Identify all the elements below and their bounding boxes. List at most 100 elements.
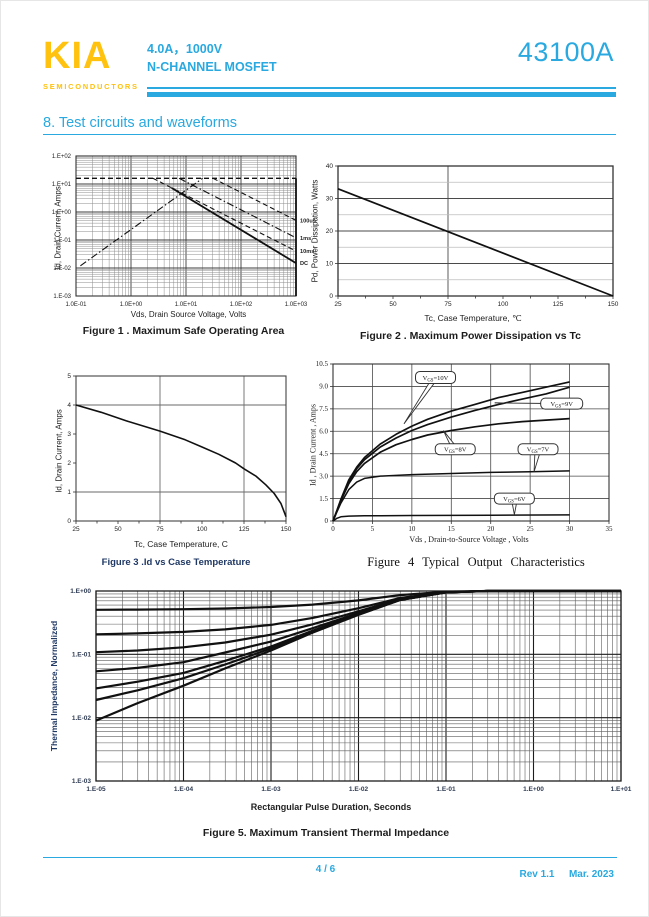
svg-text:125: 125 bbox=[239, 526, 250, 533]
figure4-x-axis-label: Vds , Drain-to-Source Voltage , Volts bbox=[409, 535, 529, 544]
svg-text:100: 100 bbox=[197, 526, 208, 533]
figure4-caption: Figure 4 Typical Output Characteristics bbox=[367, 555, 585, 569]
svg-text:75: 75 bbox=[444, 301, 452, 308]
figure2-y-axis-label: Pd, Power Dissipation, Watts bbox=[310, 179, 320, 283]
svg-text:1.E+02: 1.E+02 bbox=[52, 154, 72, 160]
svg-text:1: 1 bbox=[67, 489, 71, 496]
footer-rule bbox=[43, 857, 617, 858]
svg-text:1.0E-01: 1.0E-01 bbox=[65, 302, 87, 308]
logo-subtext: SEMICONDUCTORS bbox=[43, 82, 139, 91]
figure1-caption: Figure 1 . Maximum Safe Operating Area bbox=[82, 325, 285, 337]
svg-text:25: 25 bbox=[334, 301, 342, 308]
figure3-id-vs-tc-chart: 25 50 75 100 125 150 0 1 2 3 4 5 bbox=[67, 373, 292, 533]
svg-text:30: 30 bbox=[326, 196, 334, 203]
svg-text:1.E-03: 1.E-03 bbox=[261, 786, 281, 793]
svg-text:7.5: 7.5 bbox=[319, 405, 328, 413]
logo-text: KIA bbox=[43, 35, 112, 77]
svg-text:20: 20 bbox=[326, 228, 334, 235]
svg-text:150: 150 bbox=[281, 526, 292, 533]
svg-text:1.E+01: 1.E+01 bbox=[52, 182, 72, 188]
svg-text:25: 25 bbox=[527, 525, 535, 533]
figure1-x-axis-label: Vds, Drain Source Voltage, Volts bbox=[130, 310, 247, 319]
svg-text:1.0E+02: 1.0E+02 bbox=[230, 302, 253, 308]
svg-text:1.E-03: 1.E-03 bbox=[72, 778, 92, 785]
svg-text:5: 5 bbox=[67, 373, 71, 380]
svg-text:1.E+00: 1.E+00 bbox=[52, 210, 72, 216]
svg-text:1.E-01: 1.E-01 bbox=[72, 652, 92, 659]
svg-text:1.E+00: 1.E+00 bbox=[523, 786, 544, 793]
svg-text:0: 0 bbox=[331, 525, 335, 533]
figure5-caption: Figure 5. Maximum Transient Thermal Impe… bbox=[202, 827, 450, 839]
svg-text:100: 100 bbox=[498, 301, 509, 308]
svg-text:35: 35 bbox=[606, 525, 614, 533]
svg-text:30: 30 bbox=[566, 525, 574, 533]
svg-text:VGS=9V: VGS=9V bbox=[550, 401, 573, 410]
header-rule-thick bbox=[147, 92, 616, 97]
figure5-thermal-impedance-chart: 1.E-05 1.E-04 1.E-03 1.E-02 1.E-01 1.E+00 1.E+… bbox=[70, 588, 632, 793]
svg-text:20: 20 bbox=[487, 525, 495, 533]
svg-text:40: 40 bbox=[326, 163, 334, 170]
svg-text:50: 50 bbox=[389, 301, 397, 308]
svg-text:100us: 100us bbox=[300, 218, 316, 224]
figure5-x-axis-label: Rectangular Pulse Duration, Seconds bbox=[250, 802, 412, 812]
svg-text:1.E+01: 1.E+01 bbox=[611, 786, 632, 793]
figure3-x-axis-label: Tc, Case Temperature, C bbox=[134, 539, 228, 549]
figure1-soa-chart: 1.0E-01 1.0E+00 1.0E+01 1.0E+02 1.0E+03 1.E+0… bbox=[52, 154, 316, 308]
part-number: 43100A bbox=[517, 37, 614, 67]
svg-text:1.E-02: 1.E-02 bbox=[349, 786, 369, 793]
section-title: 8. Test circuits and waveforms bbox=[43, 115, 237, 131]
svg-text:1.E+00: 1.E+00 bbox=[70, 588, 91, 595]
svg-text:9.0: 9.0 bbox=[319, 383, 328, 391]
svg-text:1ms: 1ms bbox=[300, 236, 311, 242]
svg-text:75: 75 bbox=[156, 526, 164, 533]
svg-text:VGS=10V: VGS=10V bbox=[423, 375, 449, 384]
svg-text:2: 2 bbox=[67, 460, 71, 467]
figure4-y-axis-label: Id , Drain Current , Amps bbox=[308, 404, 318, 486]
spec-rating: 4.0A，1000V bbox=[147, 42, 223, 56]
section-underline bbox=[43, 134, 616, 135]
svg-text:1.E-04: 1.E-04 bbox=[174, 786, 194, 793]
svg-text:10: 10 bbox=[408, 525, 416, 533]
svg-text:1.E-05: 1.E-05 bbox=[86, 786, 106, 793]
svg-text:1.0E+03: 1.0E+03 bbox=[285, 302, 308, 308]
svg-text:15: 15 bbox=[448, 525, 456, 533]
svg-text:50: 50 bbox=[114, 526, 122, 533]
device-spec: 4.0A，1000V N-CHANNEL MOSFET bbox=[147, 41, 277, 76]
brand-logo: KIA SEMICONDUCTORS bbox=[43, 37, 139, 91]
figure3-caption: Figure 3 .Id vs Case Temperature bbox=[101, 557, 251, 568]
svg-text:3.0: 3.0 bbox=[319, 472, 328, 480]
svg-text:1.0E+00: 1.0E+00 bbox=[120, 302, 143, 308]
svg-text:1.E-02: 1.E-02 bbox=[53, 266, 71, 272]
svg-text:0: 0 bbox=[325, 517, 329, 525]
svg-text:150: 150 bbox=[608, 301, 619, 308]
svg-text:3: 3 bbox=[67, 431, 71, 438]
figure2-caption: Figure 2 . Maximum Power Dissipation vs … bbox=[360, 330, 581, 342]
figure2-power-dissipation-chart: 25 50 75 100 125 150 0 10 20 30 40 bbox=[326, 163, 619, 308]
svg-text:1.5: 1.5 bbox=[319, 495, 328, 503]
svg-text:1.E-01: 1.E-01 bbox=[436, 786, 456, 793]
svg-text:10.5: 10.5 bbox=[316, 360, 329, 368]
svg-text:VGS=7V: VGS=7V bbox=[527, 447, 550, 456]
svg-text:DC: DC bbox=[300, 261, 308, 267]
svg-text:VGS=6V: VGS=6V bbox=[503, 496, 526, 505]
svg-text:5: 5 bbox=[371, 525, 375, 533]
footer-revision: Rev 1.1 Mar. 2023 bbox=[519, 864, 614, 882]
spec-type: N-CHANNEL MOSFET bbox=[147, 59, 277, 74]
svg-text:0: 0 bbox=[67, 518, 71, 525]
svg-text:25: 25 bbox=[72, 526, 80, 533]
figure2-x-axis-label: Tc, Case Temperature, ℃ bbox=[424, 313, 522, 323]
footer-page-number: 4 / 6 bbox=[315, 864, 336, 875]
svg-text:10: 10 bbox=[326, 261, 334, 268]
svg-text:0: 0 bbox=[329, 293, 333, 300]
svg-text:4.5: 4.5 bbox=[319, 450, 328, 458]
svg-text:1.0E+01: 1.0E+01 bbox=[175, 302, 198, 308]
svg-text:10ms: 10ms bbox=[300, 249, 314, 255]
svg-text:4: 4 bbox=[67, 402, 71, 409]
svg-text:125: 125 bbox=[553, 301, 564, 308]
figure4-output-characteristics-chart: 0 5 10 15 20 25 30 35 0 1.5 3.0 4.5 6.0 7.5 9.0 10.5 VGS… bbox=[316, 360, 614, 533]
footer-rev-label: Rev 1.1 bbox=[519, 869, 555, 880]
svg-text:1.E-03: 1.E-03 bbox=[53, 294, 71, 300]
figure5-y-axis-label: Thermal Impedance, Normalized bbox=[49, 620, 59, 752]
header-rule-thin bbox=[147, 87, 616, 89]
